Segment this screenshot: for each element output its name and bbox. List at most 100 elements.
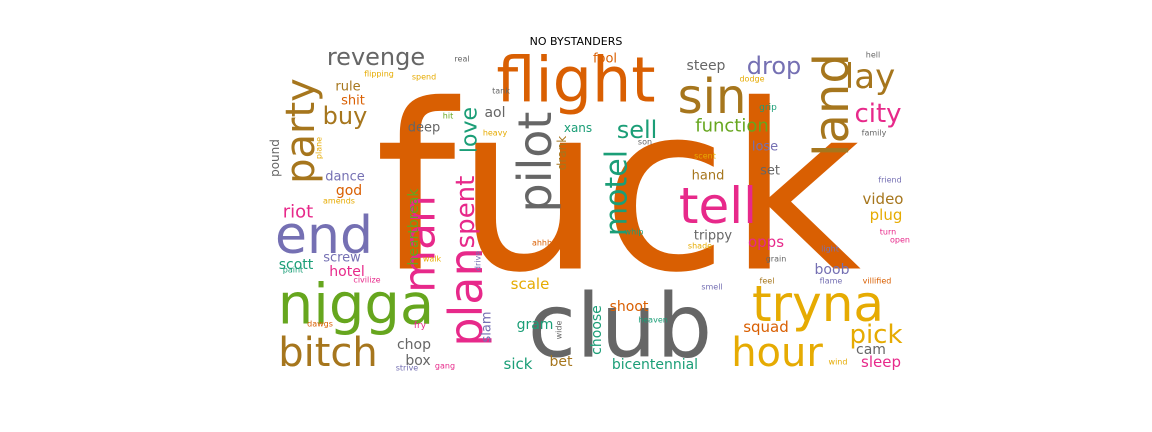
word-hour: hour	[731, 330, 823, 376]
word-sell: sell	[617, 116, 658, 144]
word-hand: hand	[692, 169, 725, 184]
word-civilize: civilize	[353, 276, 380, 285]
word-cam: cam	[856, 342, 886, 358]
word-xans: xans	[564, 121, 592, 135]
word-flame: flame	[820, 277, 843, 286]
word-god: god	[336, 183, 362, 199]
word-plane: plane	[315, 137, 324, 159]
word-riot: riot	[283, 202, 313, 223]
word-smell: smell	[701, 283, 722, 292]
word-scale: scale	[511, 275, 550, 293]
word-land: land	[804, 53, 860, 157]
word-scott: scott	[279, 257, 314, 273]
word-plug: plug	[870, 206, 903, 224]
word-heartbreak: heartbreak	[406, 188, 422, 266]
word-flight: flight	[496, 44, 655, 117]
word-drank: drank	[555, 136, 569, 171]
word-hotel: hotel	[329, 264, 364, 280]
word-buy: buy	[323, 102, 368, 130]
word-sin: sin	[678, 69, 747, 125]
word-open: open	[890, 236, 910, 245]
word-shoot: shoot	[610, 299, 649, 315]
word-man: man	[395, 195, 446, 293]
word-bicentennial: bicentennial	[612, 357, 698, 373]
chart-title: NO BYSTANDERS	[529, 35, 623, 48]
word-drive: drive	[474, 251, 483, 271]
word-fool: fool	[593, 52, 617, 67]
word-light: light	[821, 245, 839, 254]
word-plan: plan	[439, 247, 493, 346]
word-strive: strive	[396, 364, 419, 373]
word-spent: spent	[451, 176, 481, 249]
word-hit: hit	[443, 112, 453, 121]
word-screw: screw	[323, 251, 361, 266]
word-dawgs: dawgs	[307, 320, 333, 329]
word-dodge: dodge	[739, 75, 764, 84]
word-paint: paint	[283, 266, 303, 275]
word-revenge: revenge	[327, 43, 425, 71]
word-gram: gram	[517, 317, 554, 333]
word-drop: drop	[747, 52, 802, 80]
word-motel: motel	[600, 150, 635, 236]
word-dance: dance	[325, 170, 365, 185]
word-deep: deep	[408, 121, 441, 136]
word-whip: whip	[625, 228, 644, 237]
word-family: family	[862, 129, 887, 138]
word-villified: villified	[863, 277, 892, 286]
word-son: son	[638, 138, 652, 147]
word-nigga: nigga	[278, 273, 434, 338]
word-tryna: tryna	[752, 275, 884, 333]
word-friend: friend	[878, 176, 901, 185]
word-function: function	[695, 116, 769, 137]
word-club: club	[528, 275, 712, 378]
word-steep: steep	[687, 58, 726, 74]
word-fuck: fuck	[375, 57, 861, 324]
word-heaven: heaven	[638, 316, 668, 325]
word-feel: feel	[760, 277, 775, 286]
word-party: party	[278, 78, 324, 184]
word-chop: chop	[397, 337, 431, 353]
word-fry: fry	[414, 321, 427, 331]
word-aol: aol	[484, 105, 505, 121]
word-lay: lay	[845, 57, 895, 97]
word-heavy: heavy	[483, 129, 508, 138]
word-spend: spend	[412, 73, 436, 82]
word-turn: turn	[880, 228, 896, 237]
word-hell: hell	[866, 51, 880, 60]
word-city: city	[854, 99, 901, 129]
word-video: video	[863, 190, 904, 208]
word-love: love	[458, 107, 483, 153]
word-wide: wide	[555, 321, 564, 340]
word-squad: squad	[743, 318, 789, 336]
word-amends: amends	[323, 197, 355, 206]
word-flipping: flipping	[364, 70, 394, 79]
word-pilot: pilot	[508, 112, 562, 213]
word-end: end	[275, 206, 373, 266]
word-walk: walk	[423, 255, 442, 264]
word-grip: grip	[759, 103, 777, 113]
word-set: set	[760, 164, 780, 179]
word-slam: slam	[480, 311, 495, 342]
word-real: real	[454, 55, 469, 64]
word-gang: gang	[435, 362, 455, 371]
word-tank: tank	[492, 87, 510, 96]
word-pound: pound	[268, 139, 282, 177]
word-shade: shade	[688, 242, 712, 251]
word-bet: bet	[550, 354, 574, 370]
word-choose: choose	[589, 305, 605, 355]
word-tell: tell	[679, 177, 757, 235]
word-grain: grain	[766, 255, 787, 264]
word-box: box	[405, 353, 430, 369]
word-boob: boob	[815, 262, 850, 278]
word-wind: wind	[829, 358, 848, 367]
word-sleep: sleep	[861, 353, 901, 371]
word-scent: scent	[694, 152, 716, 161]
word-trippy: trippy	[694, 229, 733, 244]
word-bitch: bitch	[278, 330, 378, 376]
word-sick: sick	[504, 355, 533, 373]
word-lose: lose	[752, 140, 778, 155]
word-opps: opps	[748, 233, 784, 251]
word-ahhh: ahhh	[532, 239, 552, 248]
